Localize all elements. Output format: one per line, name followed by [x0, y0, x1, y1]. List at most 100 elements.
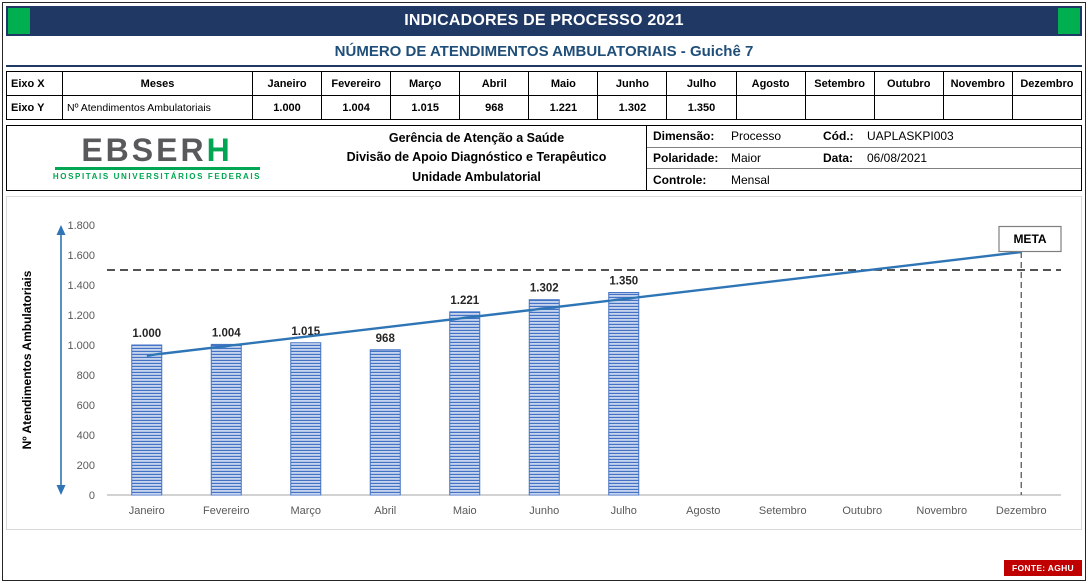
month-cell[interactable]: Fevereiro [321, 71, 392, 96]
value-cell[interactable]: 1.015 [390, 95, 461, 120]
fonte-badge: FONTE: AGHU [1003, 560, 1082, 576]
controle-value: Mensal [731, 172, 770, 187]
bar-value-label: 1.004 [212, 327, 241, 339]
controle-label: Controle: [653, 172, 707, 187]
org-title-line1: Gerência de Atenção a Saúde [388, 130, 565, 145]
banner-accent-left [8, 8, 30, 34]
bar [449, 311, 481, 496]
subtitle-divider [6, 65, 1082, 67]
y-tick-label: 1.800 [67, 220, 95, 232]
y-tick-label: 600 [77, 400, 95, 412]
month-cell[interactable]: Abril [459, 71, 530, 96]
y-axis-arrow-bottom [56, 485, 66, 495]
dimensao-value: Processo [731, 129, 782, 144]
indicator-info-box: Dimensão: Processo Cód.: UAPLASKPI003 Po… [646, 126, 1081, 190]
dimensao-label: Dimensão: [653, 129, 715, 144]
value-cell[interactable]: 1.350 [666, 95, 737, 120]
bar-value-label: 1.350 [609, 276, 638, 288]
axis-y-row: Eixo Y Nº Atendimentos Ambulatoriais 1.0… [6, 95, 1083, 120]
x-tick-label: Outubro [842, 505, 882, 517]
axis-data-table: Eixo X Meses Janeiro Fevereiro Março Abril M… [6, 71, 1083, 120]
x-tick-label: Fevereiro [203, 505, 249, 517]
org-title-line3: Unidade Ambulatorial [412, 169, 541, 184]
org-title-line2: Divisão de Apoio Diagnóstico e Terapêuti… [346, 150, 607, 165]
value-cell[interactable] [1011, 95, 1083, 120]
org-titles: Gerência de Atenção a Saúde Divisão de A… [307, 126, 646, 190]
logo-subtitle: HOSPITAIS UNIVERSITÁRIOS FEDERAIS [52, 171, 262, 181]
bar [210, 343, 242, 496]
value-cell[interactable]: 1.221 [528, 95, 599, 120]
info-row-1: Dimensão: Processo Cód.: UAPLASKPI003 [647, 126, 1081, 148]
info-row-2: Polaridade: Maior Data: 06/08/2021 [647, 148, 1081, 170]
x-tick-label: Abril [374, 505, 396, 517]
y-tick-label: 400 [77, 430, 95, 442]
value-cell[interactable] [873, 95, 944, 120]
chart-area: 0 200 400 600 800 1.000 1.200 1.400 1.600 1.800 Nº… [6, 196, 1082, 530]
month-cell[interactable]: Junho [597, 71, 668, 96]
month-cell[interactable]: Maio [528, 71, 599, 96]
y-tick-label: 800 [77, 370, 95, 382]
report-subtitle: NÚMERO DE ATENDIMENTOS AMBULATORIAIS - G… [334, 42, 754, 60]
bar [608, 292, 640, 496]
org-header: EBSERH HOSPITAIS UNIVERSITÁRIOS FEDERAIS… [6, 125, 1082, 191]
value-cell[interactable]: 1.000 [251, 95, 323, 120]
x-tick-label: Junho [529, 505, 559, 517]
x-tick-label: Agosto [686, 505, 720, 517]
value-cell[interactable]: 968 [459, 95, 530, 120]
months-header-cell[interactable]: Meses [62, 71, 253, 96]
ebserh-logo-wordmark: EBSERH [81, 132, 233, 169]
value-cell[interactable] [942, 95, 1013, 120]
value-cell[interactable] [735, 95, 806, 120]
x-tick-label: Julho [611, 505, 637, 517]
bar [131, 344, 163, 496]
axis-x-row: Eixo X Meses Janeiro Fevereiro Março Abril M… [6, 71, 1083, 96]
report-title: INDICADORES DE PROCESSO 2021 [404, 12, 684, 29]
axis-x-label-cell[interactable]: Eixo X [6, 71, 63, 96]
meta-label-text: META [1013, 232, 1046, 246]
month-cell[interactable]: Janeiro [251, 71, 323, 96]
data-value: 06/08/2021 [867, 151, 928, 165]
logo-underline [54, 166, 260, 170]
month-cell[interactable]: Setembro [804, 71, 875, 96]
cod-label: Cód.: [823, 129, 854, 144]
logo-text-main: EBSER [81, 132, 207, 169]
x-tick-label: Maio [453, 505, 477, 517]
bar-chart: 0 200 400 600 800 1.000 1.200 1.400 1.600 1.800 Nº… [20, 220, 1062, 517]
polaridade-value: Maior [731, 151, 762, 165]
value-cell[interactable]: 1.004 [321, 95, 392, 120]
meta-label-box [998, 225, 1062, 253]
y-axis-arrow-top [56, 225, 66, 235]
data-label: Data: [823, 151, 854, 165]
bar-value-label: 1.221 [450, 295, 479, 307]
bar [290, 342, 322, 496]
month-cell[interactable]: Novembro [942, 71, 1013, 96]
x-tick-label: Janeiro [129, 505, 165, 517]
y-tick-label: 0 [89, 490, 95, 502]
y-tick-label: 1.200 [67, 310, 95, 322]
month-cell[interactable]: Julho [666, 71, 737, 96]
bar-value-label: 968 [376, 333, 396, 345]
y-tick-label: 1.400 [67, 280, 95, 292]
month-cell[interactable]: Agosto [735, 71, 806, 96]
info-row-3: Controle: Mensal [647, 169, 1081, 190]
series-header-cell[interactable]: Nº Atendimentos Ambulatoriais [62, 95, 253, 120]
top-banner: INDICADORES DE PROCESSO 2021 [6, 6, 1082, 36]
y-tick-label: 1.000 [67, 340, 95, 352]
bar-value-label: 1.000 [132, 328, 161, 340]
cod-value: UAPLASKPI003 [867, 129, 954, 144]
bar [528, 299, 560, 496]
y-tick-label: 200 [77, 460, 95, 472]
month-cell[interactable]: Outubro [873, 71, 944, 96]
axis-y-label-cell[interactable]: Eixo Y [6, 95, 63, 120]
x-tick-label: Março [290, 505, 321, 517]
bar [369, 349, 401, 496]
value-cell[interactable] [804, 95, 875, 120]
logo-text-accent: H [206, 132, 233, 169]
value-cell[interactable]: 1.302 [597, 95, 668, 120]
month-cell[interactable]: Março [390, 71, 461, 96]
trend-line [146, 250, 1022, 357]
y-axis-title: Nº Atendimentos Ambulatoriais [20, 270, 34, 449]
month-cell[interactable]: Dezembro [1011, 71, 1083, 96]
bar-value-label: 1.302 [530, 283, 559, 295]
